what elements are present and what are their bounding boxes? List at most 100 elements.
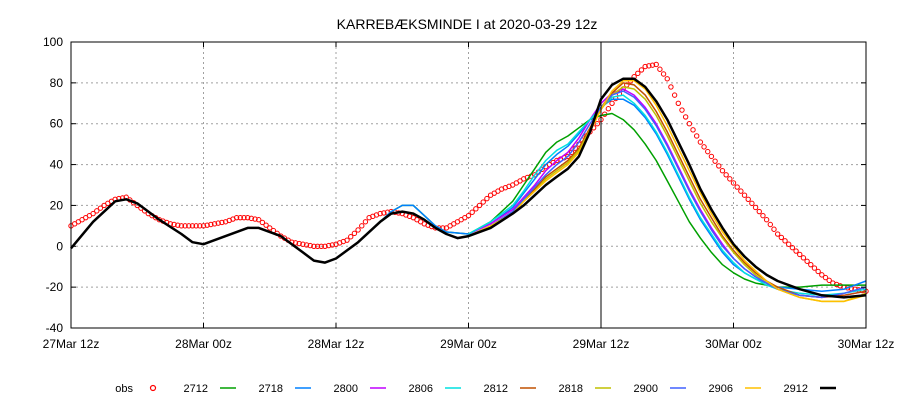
obs-point xyxy=(325,242,332,249)
obs-point xyxy=(826,277,832,284)
obs-point xyxy=(646,63,652,69)
obs-point xyxy=(660,71,667,77)
obs-point xyxy=(175,222,181,228)
legend-label-2718: 2718 xyxy=(259,383,283,395)
obs-point xyxy=(793,248,799,254)
obs-point xyxy=(675,100,681,106)
legend-label-2712: 2712 xyxy=(184,383,208,395)
obs-point xyxy=(381,210,387,216)
obs-point xyxy=(484,195,490,202)
obs-point xyxy=(263,222,269,228)
obs-point xyxy=(348,234,354,240)
legend-label-2900: 2900 xyxy=(634,383,658,395)
series-line-2900 xyxy=(468,90,867,299)
obs-point xyxy=(745,196,751,203)
obs-point xyxy=(671,92,678,98)
obs-point xyxy=(679,107,685,113)
obs-point xyxy=(292,240,299,246)
obs-point xyxy=(480,199,486,205)
obs-point xyxy=(267,225,273,231)
obs-point xyxy=(362,219,369,225)
obs-point xyxy=(789,244,796,251)
obs-point xyxy=(241,214,247,221)
obs-point xyxy=(708,153,715,160)
obs-point xyxy=(314,243,321,249)
obs-point xyxy=(734,184,740,190)
obs-point xyxy=(94,208,100,214)
obs-point xyxy=(822,274,829,281)
y-tick-label: 20 xyxy=(50,198,64,212)
series-line-2912 xyxy=(70,77,867,299)
obs-point xyxy=(200,223,207,229)
legend-label-2800: 2800 xyxy=(334,383,358,395)
y-tick-label: -40 xyxy=(46,321,64,335)
obs-point xyxy=(318,243,324,249)
obs-point xyxy=(657,66,663,72)
obs-point xyxy=(815,268,821,275)
obs-point xyxy=(211,221,218,227)
obs-point xyxy=(359,223,365,229)
obs-point xyxy=(208,221,214,228)
obs-point xyxy=(322,243,328,249)
obs-point xyxy=(786,241,792,247)
legend-label-obs: obs xyxy=(115,383,133,395)
series-line-2806 xyxy=(468,94,867,297)
obs-point xyxy=(782,238,788,244)
obs-point xyxy=(701,144,707,150)
obs-point xyxy=(469,209,475,215)
obs-point xyxy=(233,214,240,221)
obs-point xyxy=(693,133,700,139)
obs-point xyxy=(594,121,601,127)
obs-point xyxy=(296,240,302,247)
obs-point xyxy=(568,149,575,156)
obs-point xyxy=(723,172,729,178)
obs-point xyxy=(97,205,104,211)
obs-point xyxy=(377,210,383,217)
obs-point xyxy=(682,114,689,120)
y-tick-label: 40 xyxy=(50,158,64,172)
obs-point xyxy=(300,241,306,247)
obs-point xyxy=(664,76,670,82)
obs-point xyxy=(756,208,762,215)
x-tick-label: 28Mar 12z xyxy=(308,337,365,351)
obs-point xyxy=(565,153,571,160)
legend-label-2906: 2906 xyxy=(709,383,733,395)
obs-point xyxy=(653,61,659,68)
obs-point xyxy=(741,192,748,198)
obs-point xyxy=(642,63,648,70)
obs-point xyxy=(193,223,199,229)
obs-point xyxy=(686,121,693,127)
obs-point xyxy=(811,265,818,271)
obs-point xyxy=(303,242,310,248)
obs-point xyxy=(738,188,744,194)
obs-point xyxy=(635,70,641,77)
obs-point xyxy=(182,223,188,229)
legend-label-2812: 2812 xyxy=(484,383,508,395)
obs-point xyxy=(256,217,262,223)
x-tick-label: 30Mar 00z xyxy=(705,337,762,351)
obs-point xyxy=(90,210,96,217)
obs-point xyxy=(473,206,479,212)
obs-point xyxy=(344,237,350,243)
obs-point xyxy=(259,219,266,226)
y-tick-label: 60 xyxy=(50,117,64,131)
legend-label-2912: 2912 xyxy=(784,383,808,395)
obs-point xyxy=(532,172,538,178)
obs-point xyxy=(705,148,711,155)
obs-point xyxy=(819,272,825,278)
y-tick-label: 80 xyxy=(50,76,64,90)
obs-point xyxy=(804,258,810,264)
legend-label-2806: 2806 xyxy=(409,383,433,395)
obs-point xyxy=(178,223,185,229)
obs-point xyxy=(215,220,221,226)
obs-point xyxy=(690,127,696,133)
obs-point xyxy=(697,139,704,145)
obs-point xyxy=(716,163,722,169)
legend-label-2818: 2818 xyxy=(559,383,583,395)
obs-point xyxy=(248,215,255,222)
obs-point xyxy=(808,261,814,268)
axes: -40 -20 0 20 40 60 80 100 27Mar 12z 28Mar 00z 28Ma… xyxy=(43,35,895,351)
obs-point xyxy=(760,212,766,219)
obs-point xyxy=(171,221,177,228)
